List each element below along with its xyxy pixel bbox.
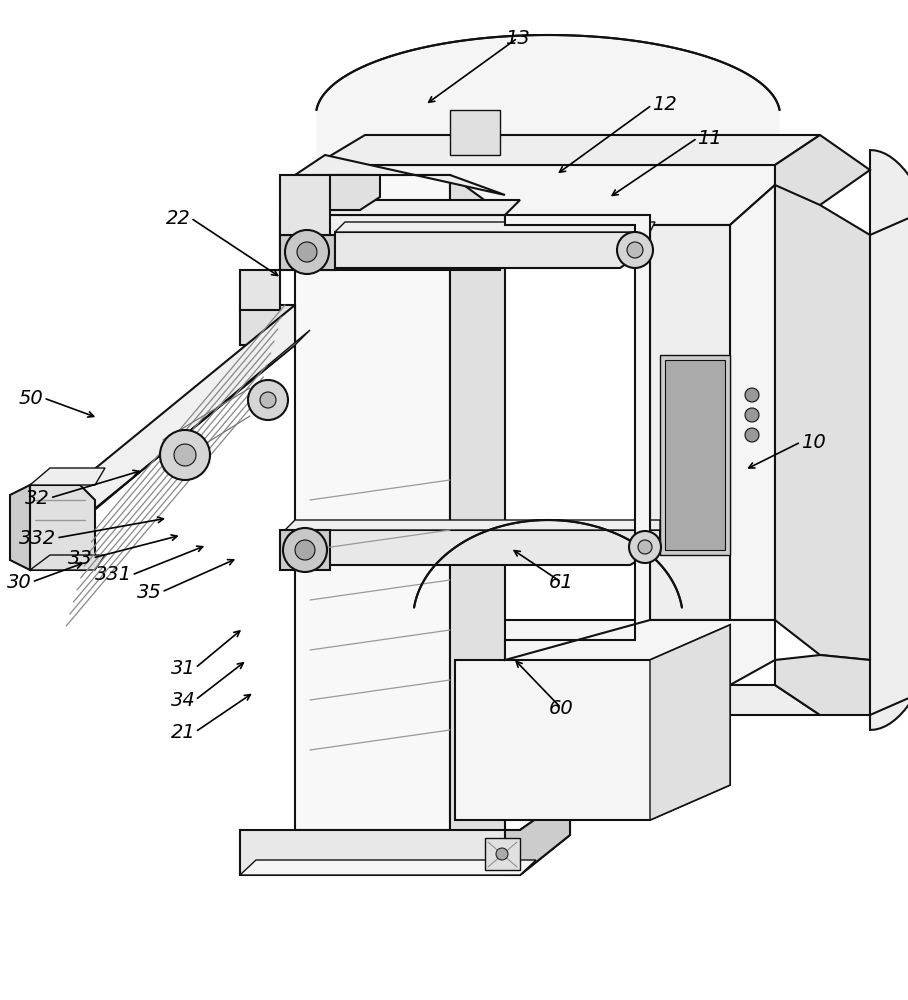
- Polygon shape: [285, 520, 660, 530]
- Text: 11: 11: [697, 128, 722, 147]
- Polygon shape: [315, 135, 820, 165]
- Polygon shape: [870, 150, 908, 730]
- Polygon shape: [505, 795, 570, 875]
- Polygon shape: [775, 185, 870, 660]
- Polygon shape: [650, 625, 730, 820]
- Polygon shape: [280, 200, 520, 215]
- Polygon shape: [775, 655, 870, 715]
- Polygon shape: [280, 175, 360, 235]
- Text: 33: 33: [68, 548, 93, 568]
- Text: 10: 10: [801, 432, 825, 452]
- Text: 21: 21: [171, 722, 195, 742]
- Polygon shape: [295, 155, 505, 195]
- Text: 12: 12: [652, 96, 676, 114]
- Text: 30: 30: [7, 572, 32, 591]
- Polygon shape: [315, 165, 775, 225]
- Circle shape: [745, 428, 759, 442]
- Polygon shape: [10, 485, 30, 570]
- Circle shape: [745, 388, 759, 402]
- Polygon shape: [450, 110, 500, 155]
- Text: 331: 331: [94, 566, 132, 584]
- Polygon shape: [280, 530, 330, 570]
- Polygon shape: [505, 215, 650, 660]
- Polygon shape: [455, 625, 730, 820]
- Polygon shape: [665, 360, 725, 550]
- Polygon shape: [30, 485, 95, 570]
- Polygon shape: [240, 305, 295, 345]
- Polygon shape: [75, 330, 310, 525]
- Polygon shape: [240, 860, 536, 875]
- Polygon shape: [330, 175, 380, 210]
- Polygon shape: [315, 685, 820, 715]
- Text: 61: 61: [548, 572, 574, 591]
- Circle shape: [627, 242, 643, 258]
- Polygon shape: [317, 35, 780, 165]
- Circle shape: [297, 242, 317, 262]
- Polygon shape: [280, 235, 335, 270]
- Text: 13: 13: [505, 28, 530, 47]
- Text: 50: 50: [19, 388, 44, 408]
- Circle shape: [248, 380, 288, 420]
- Polygon shape: [295, 175, 450, 830]
- Polygon shape: [30, 468, 105, 485]
- Text: 34: 34: [171, 690, 195, 710]
- Circle shape: [617, 232, 653, 268]
- Circle shape: [174, 444, 196, 466]
- Text: 31: 31: [171, 658, 195, 678]
- Polygon shape: [730, 185, 775, 620]
- Polygon shape: [240, 270, 280, 310]
- Circle shape: [260, 392, 276, 408]
- Circle shape: [295, 540, 315, 560]
- Polygon shape: [775, 135, 870, 225]
- Text: 32: 32: [25, 488, 50, 508]
- Text: 60: 60: [548, 698, 574, 718]
- Circle shape: [160, 430, 210, 480]
- Text: 22: 22: [166, 209, 191, 228]
- Polygon shape: [315, 620, 775, 685]
- Circle shape: [629, 531, 661, 563]
- Polygon shape: [450, 175, 505, 870]
- Polygon shape: [660, 355, 730, 555]
- Polygon shape: [335, 222, 655, 232]
- Polygon shape: [280, 215, 505, 270]
- Text: 35: 35: [137, 582, 162, 601]
- Circle shape: [638, 540, 652, 554]
- Polygon shape: [30, 555, 105, 570]
- Polygon shape: [414, 520, 682, 620]
- Circle shape: [745, 408, 759, 422]
- Polygon shape: [75, 305, 295, 525]
- Circle shape: [283, 528, 327, 572]
- Circle shape: [496, 848, 508, 860]
- Polygon shape: [335, 232, 650, 268]
- Polygon shape: [485, 838, 520, 870]
- Polygon shape: [650, 225, 730, 620]
- Polygon shape: [240, 795, 570, 875]
- Circle shape: [285, 230, 329, 274]
- Text: 332: 332: [19, 528, 56, 548]
- Polygon shape: [285, 530, 660, 565]
